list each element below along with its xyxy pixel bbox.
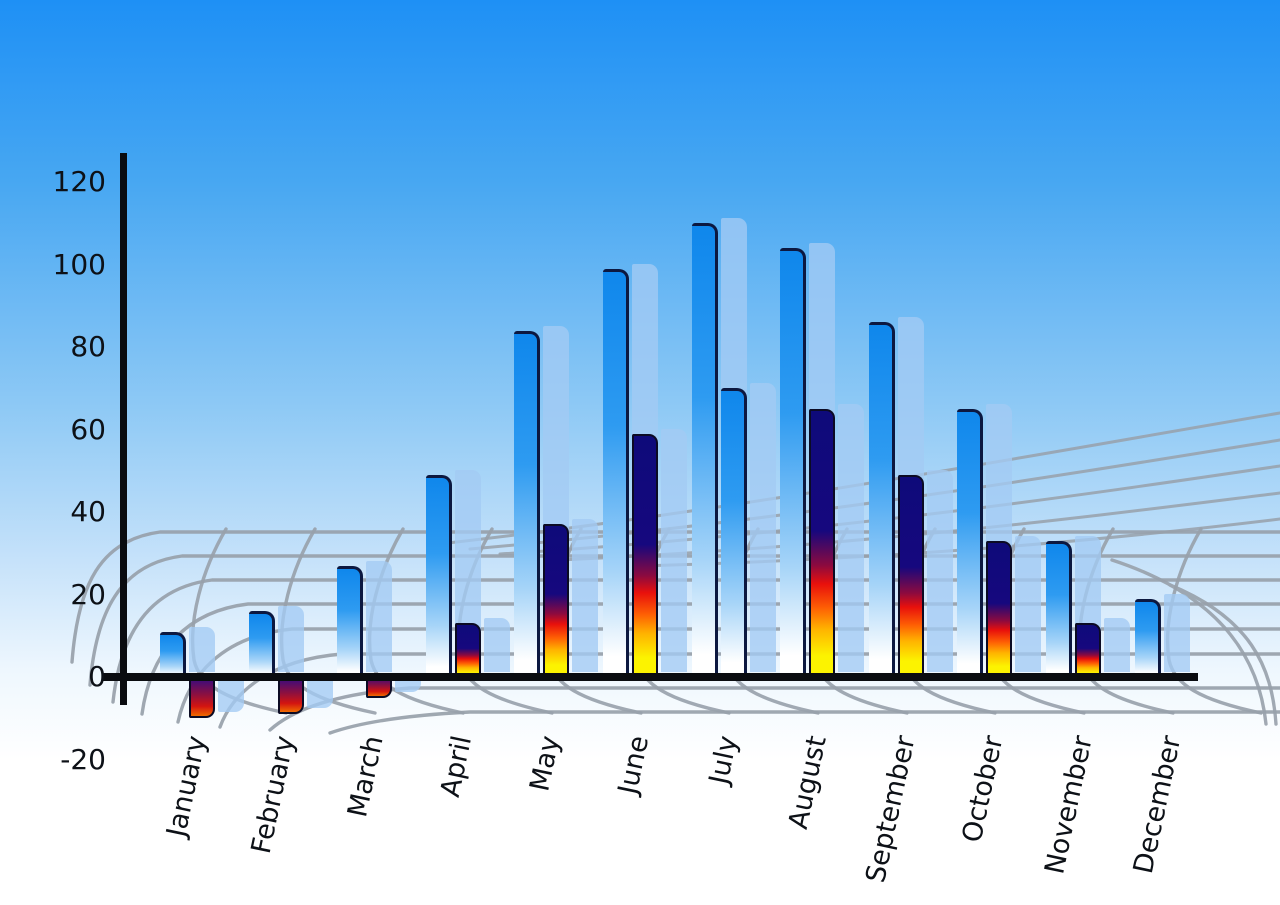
bar-primary-february — [249, 611, 275, 677]
bar-primary-november — [1046, 541, 1072, 677]
y-tick-label-120: 120 — [52, 165, 106, 198]
bar-shadow-secondary-october — [1015, 536, 1041, 672]
y-tick-label-100: 100 — [52, 248, 106, 281]
bar-primary-may — [514, 331, 540, 678]
bar-secondary-april — [455, 623, 481, 677]
bar-primary-august — [780, 248, 806, 677]
bar-secondary-january — [189, 677, 215, 718]
bar-primary-april — [426, 475, 452, 677]
bar-primary-september — [869, 322, 895, 677]
bar-shadow-secondary-january — [218, 681, 244, 712]
bar-shadow-secondary-june — [661, 429, 687, 672]
bar-shadow-secondary-february — [307, 681, 333, 708]
bar-secondary-march — [366, 677, 392, 698]
bar-primary-july — [692, 223, 718, 677]
bar-primary-january — [160, 632, 186, 677]
bar-shadow-primary-december — [1164, 594, 1190, 672]
y-tick-label-40: 40 — [70, 495, 106, 528]
bar-secondary-september — [898, 475, 924, 677]
y-tick-label-20: 20 — [70, 578, 106, 611]
y-tick-label-80: 80 — [70, 330, 106, 363]
bar-shadow-secondary-august — [838, 404, 864, 672]
bar-secondary-february — [278, 677, 304, 714]
y-tick-label-0: 0 — [88, 660, 106, 693]
x-axis-zero-line — [103, 673, 1198, 681]
bar-shadow-secondary-may — [572, 519, 598, 672]
bar-shadow-secondary-july — [750, 383, 776, 672]
bar-primary-october — [957, 409, 983, 677]
bar-shadow-secondary-november — [1104, 618, 1130, 672]
bar-secondary-august — [809, 409, 835, 677]
bar-shadow-primary-march — [366, 561, 392, 672]
bar-secondary-november — [1075, 623, 1101, 677]
bar-shadow-secondary-april — [484, 618, 510, 672]
bar-shadow-primary-february — [278, 606, 304, 672]
bar-shadow-secondary-september — [927, 470, 953, 672]
bar-shadow-primary-january — [189, 627, 215, 672]
y-tick-label--20: -20 — [60, 743, 106, 776]
bar-secondary-october — [986, 541, 1012, 677]
y-tick-label-60: 60 — [70, 413, 106, 446]
y-axis-line — [120, 153, 127, 705]
bar-secondary-june — [632, 434, 658, 677]
bar-primary-march — [337, 566, 363, 677]
bar-primary-june — [603, 269, 629, 677]
bar-shadow-secondary-march — [395, 681, 421, 692]
bar-primary-december — [1135, 599, 1161, 677]
bar-secondary-may — [543, 524, 569, 677]
bar-secondary-july — [721, 388, 747, 677]
